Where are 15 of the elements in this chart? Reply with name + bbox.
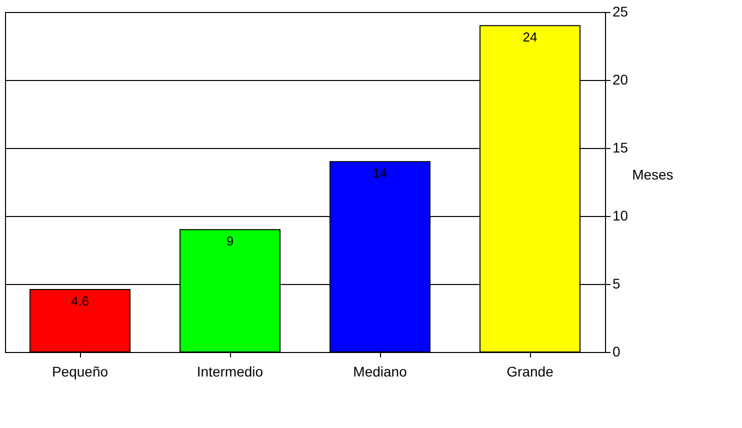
y-axis-title: Meses: [632, 166, 674, 182]
y-tick-label: 10: [612, 208, 628, 224]
y-tick-label: 0: [612, 344, 620, 360]
y-tick-label: 15: [612, 140, 628, 156]
data-label: 14: [372, 166, 388, 181]
data-label: 24: [522, 30, 538, 45]
y-tick-label: 25: [612, 4, 628, 20]
x-tick-label: Pequeño: [52, 364, 108, 380]
y-tick-label: 5: [612, 276, 620, 292]
data-label: 9: [226, 234, 234, 249]
x-tick-label: Grande: [506, 364, 554, 380]
y-tick-label: 20: [612, 72, 628, 88]
x-tick-label: Mediano: [353, 364, 408, 380]
x-tick-label: Intermedio: [196, 364, 264, 380]
data-label: 4.6: [70, 293, 90, 308]
